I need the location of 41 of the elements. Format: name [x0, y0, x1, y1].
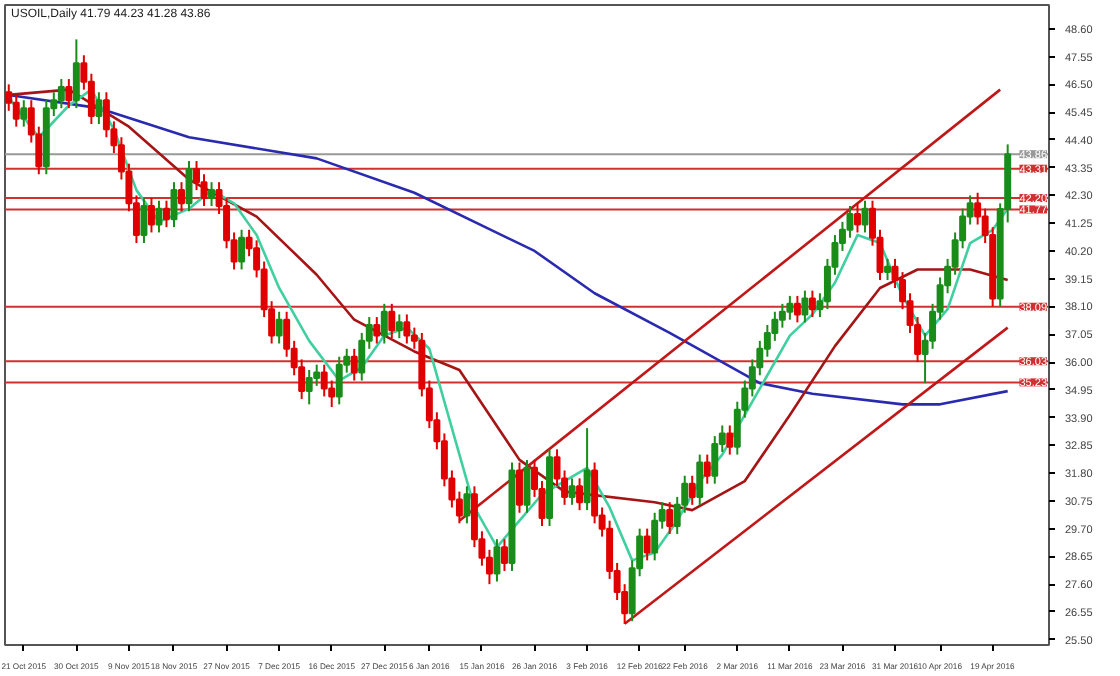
candlestick — [793, 294, 801, 324]
candlestick — [568, 477, 576, 506]
candlestick — [163, 199, 170, 229]
candlestick — [305, 368, 313, 406]
candlestick — [350, 347, 358, 382]
candlestick — [403, 313, 411, 345]
candlestick — [65, 78, 73, 110]
candlestick — [808, 289, 816, 319]
candlestick — [275, 310, 283, 345]
candlestick — [20, 99, 28, 128]
candlestick — [155, 199, 163, 234]
candlestick — [140, 197, 148, 245]
candlestick — [583, 427, 591, 512]
candlestick — [95, 91, 103, 126]
candlestick — [178, 181, 185, 213]
candlestick — [696, 453, 704, 506]
candlestick — [72, 38, 80, 110]
candlestick — [643, 527, 651, 562]
candlestick — [395, 313, 403, 340]
candlestick — [786, 294, 794, 321]
candlestick — [493, 538, 501, 583]
candlestick — [388, 302, 396, 340]
candlestick — [703, 453, 711, 485]
candlestick — [576, 477, 584, 512]
candlestick — [238, 228, 246, 271]
candlestick — [666, 501, 674, 535]
candlestick — [688, 474, 696, 506]
candlestick — [335, 355, 343, 406]
candlestick — [147, 197, 155, 234]
candlestick — [884, 257, 891, 282]
candlestick — [854, 202, 861, 234]
candlestick — [380, 302, 388, 345]
candlestick — [208, 181, 216, 207]
line-series — [7, 93, 1009, 406]
candlestick — [500, 538, 508, 572]
candlestick — [726, 424, 734, 456]
candlestick — [463, 485, 471, 525]
candlestick — [373, 316, 381, 345]
candlestick — [801, 289, 809, 324]
candlestick — [516, 461, 523, 514]
candlestick — [57, 78, 65, 110]
